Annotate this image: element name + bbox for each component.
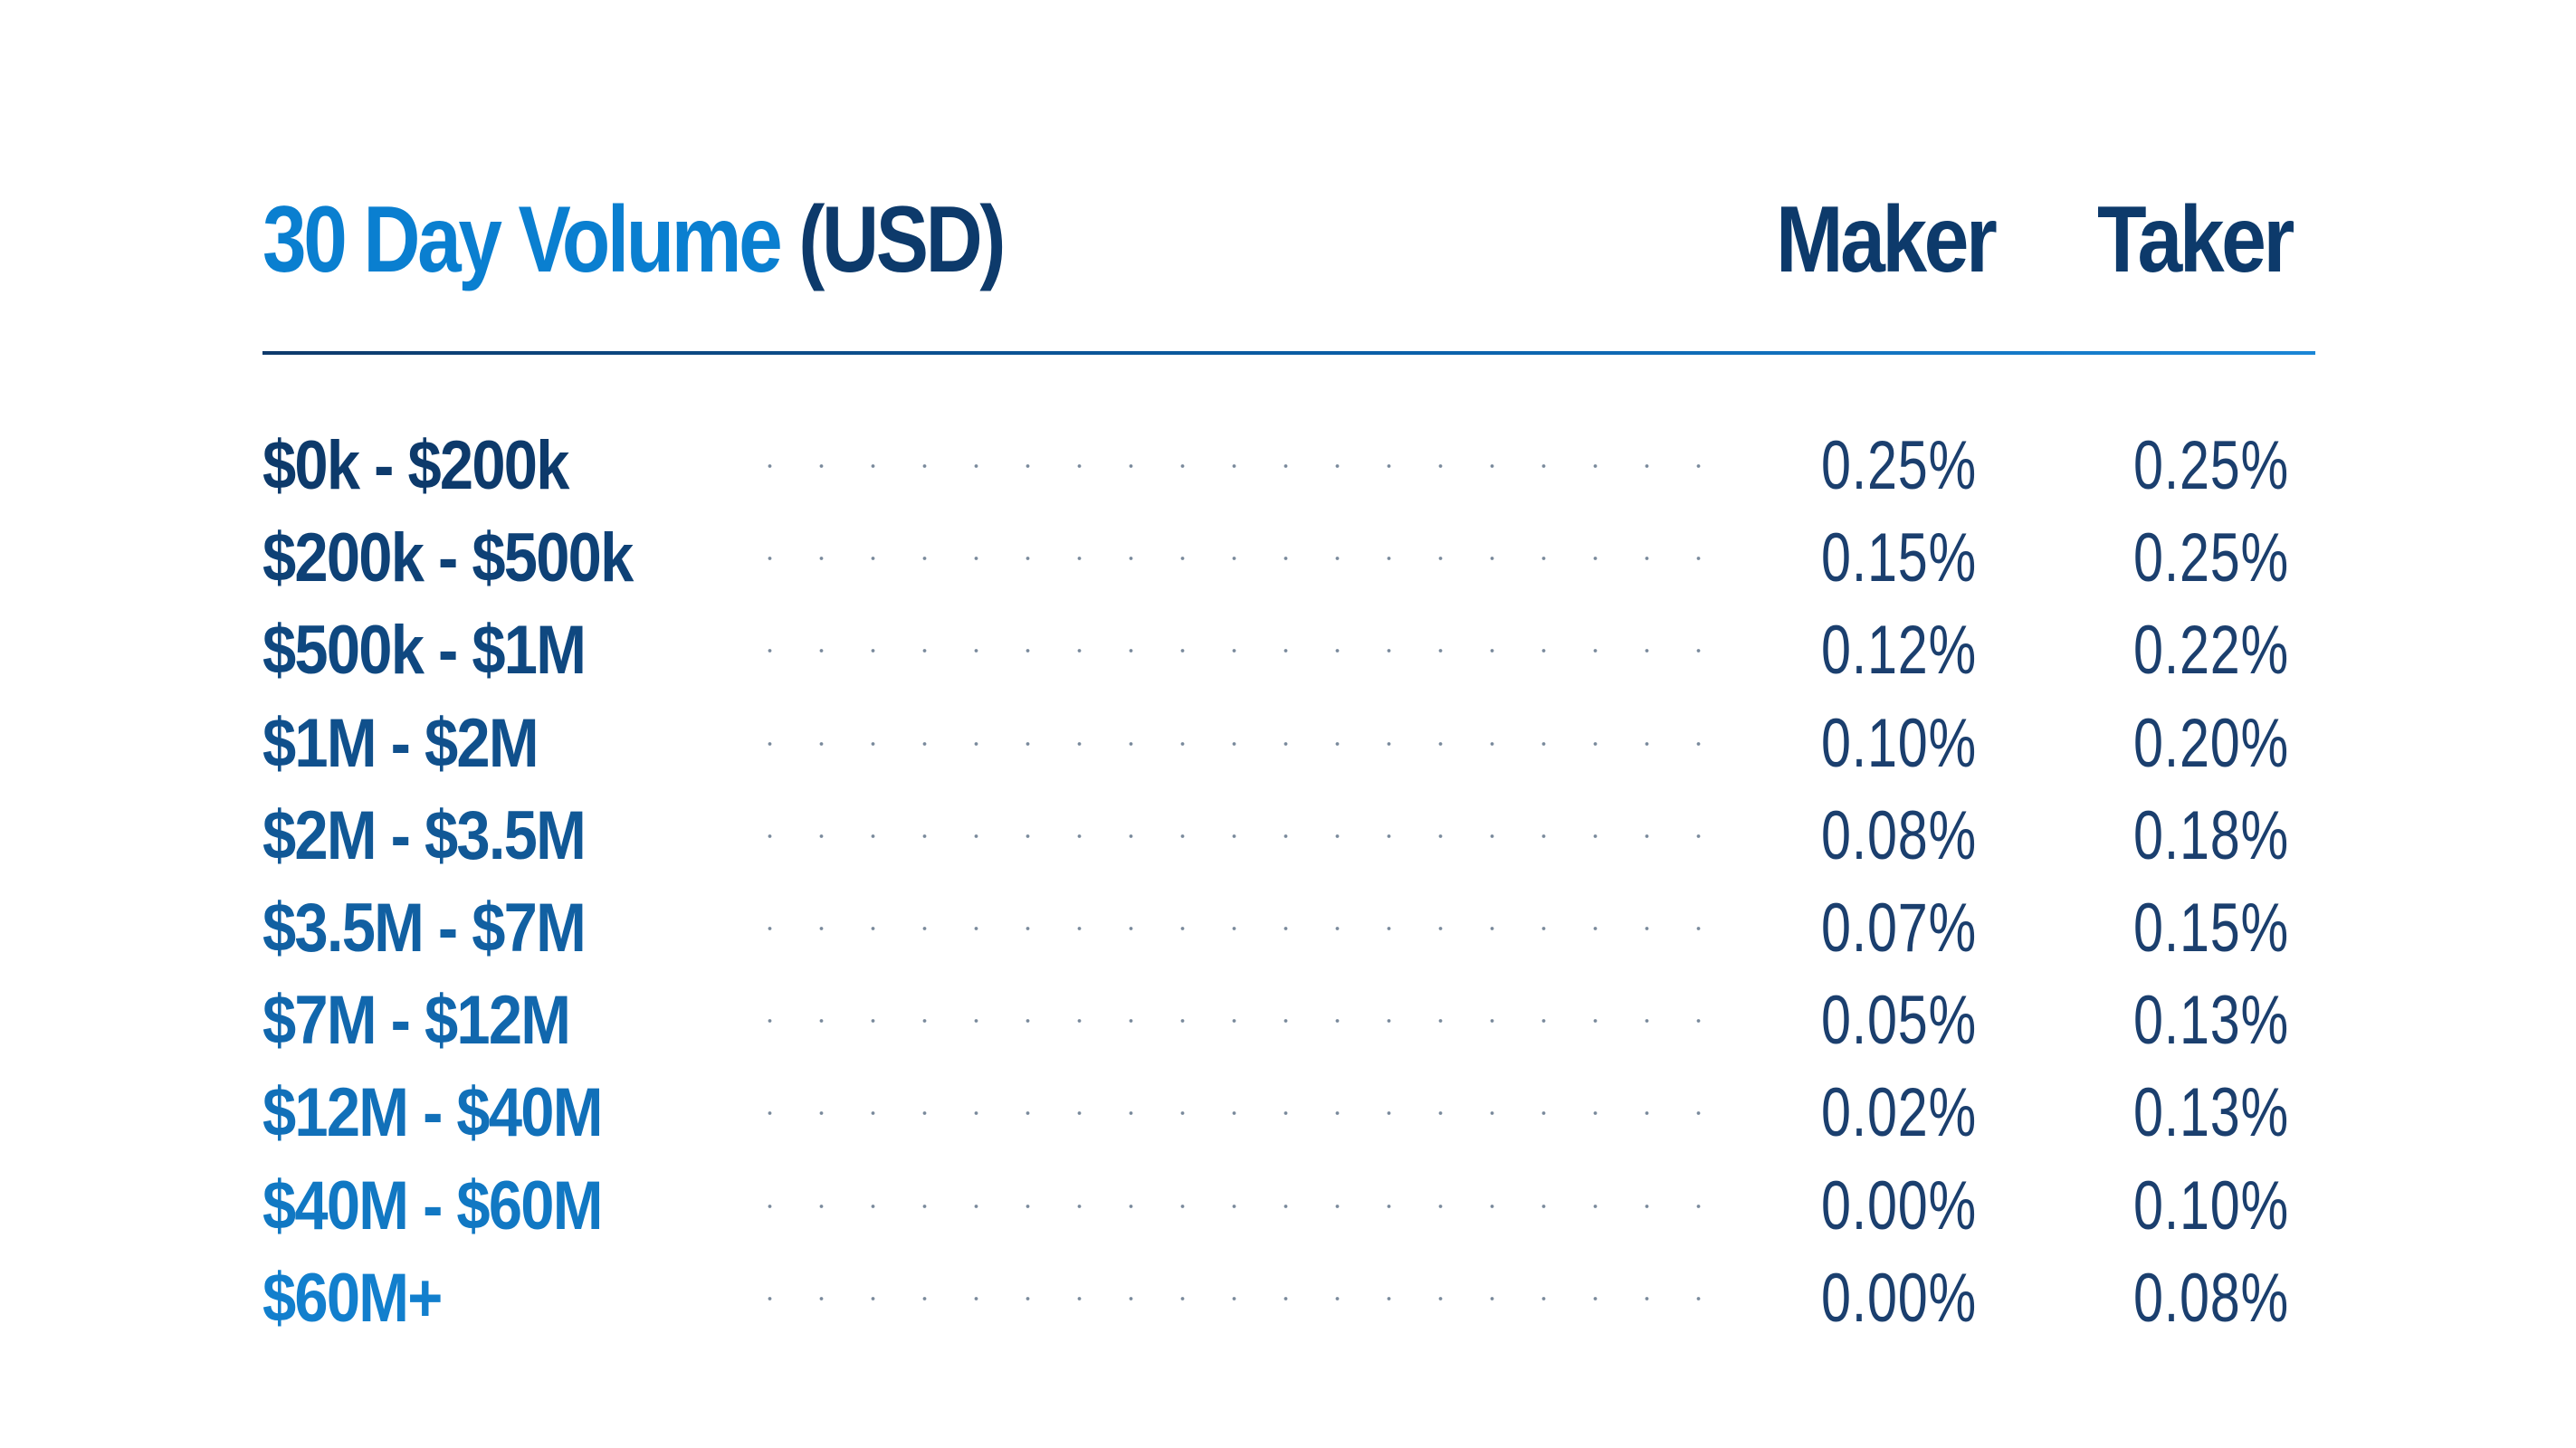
fee-tier-row: $7M - $12M 0.05% 0.13% [0,978,2576,1063]
volume-range-label: $12M - $40M [262,1074,603,1152]
taker-fee-value: 0.13% [2133,1074,2289,1152]
taker-fee-value: 0.15% [2133,890,2289,967]
maker-fee-value: 0.00% [1821,1167,1977,1244]
maker-fee-value: 0.05% [1821,982,1977,1060]
volume-range-label: $60M+ [262,1259,443,1337]
fee-tier-row: $40M - $60M 0.00% 0.10% [0,1164,2576,1249]
dotted-leader [744,833,1740,839]
volume-range-label: $7M - $12M [262,982,571,1060]
taker-fee-value: 0.25% [2133,519,2289,597]
dotted-leader [744,926,1740,931]
maker-fee-value: 0.25% [1821,427,1977,504]
taker-fee-value: 0.08% [2133,1259,2289,1337]
dotted-leader [744,648,1740,654]
volume-range-label: $2M - $3.5M [262,796,587,874]
fee-tier-row: $1M - $2M 0.10% 0.20% [0,701,2576,786]
taker-fee-value: 0.10% [2133,1167,2289,1244]
dotted-leader [744,1203,1740,1209]
table-header: 30 Day Volume (USD) Maker Taker [0,0,2576,326]
maker-fee-value: 0.08% [1821,796,1977,874]
fee-tier-row: $12M - $40M 0.02% 0.13% [0,1071,2576,1156]
fee-tier-row: $500k - $1M 0.12% 0.22% [0,608,2576,693]
dotted-leader [744,740,1740,747]
table-title: 30 Day Volume (USD) [262,186,1006,294]
dotted-leader [744,1110,1740,1117]
maker-fee-value: 0.15% [1821,519,1977,597]
maker-column-header: Maker [1776,187,1998,292]
maker-fee-value: 0.12% [1821,612,1977,690]
dotted-leader [744,556,1740,562]
title-volume-label: 30 Day Volume [262,187,783,292]
taker-fee-value: 0.18% [2133,796,2289,874]
header-divider [262,351,2315,355]
maker-fee-value: 0.07% [1821,890,1977,967]
taker-fee-value: 0.13% [2133,982,2289,1060]
fee-tier-row: $3.5M - $7M 0.07% 0.15% [0,886,2576,971]
maker-fee-value: 0.02% [1821,1074,1977,1152]
taker-fee-value: 0.22% [2133,612,2289,690]
dotted-leader [744,463,1740,469]
volume-range-label: $0k - $200k [262,427,569,504]
taker-fee-value: 0.20% [2133,704,2289,782]
fee-tier-row: $200k - $500k 0.15% 0.25% [0,516,2576,601]
maker-fee-value: 0.10% [1821,704,1977,782]
volume-range-label: $3.5M - $7M [262,890,587,967]
volume-range-label: $200k - $500k [262,519,634,597]
maker-fee-value: 0.00% [1821,1259,1977,1337]
fee-tier-row: $2M - $3.5M 0.08% 0.18% [0,794,2576,879]
volume-range-label: $40M - $60M [262,1167,603,1244]
volume-range-label: $500k - $1M [262,612,587,690]
taker-column-header: Taker [2097,187,2295,292]
dotted-leader [744,1295,1740,1301]
taker-fee-value: 0.25% [2133,427,2289,504]
dotted-leader [744,1018,1740,1024]
volume-range-label: $1M - $2M [262,704,539,782]
title-currency-label: (USD) [798,187,1006,292]
fee-tier-row: $60M+ 0.00% 0.08% [0,1256,2576,1341]
fee-tier-row: $0k - $200k 0.25% 0.25% [0,424,2576,509]
